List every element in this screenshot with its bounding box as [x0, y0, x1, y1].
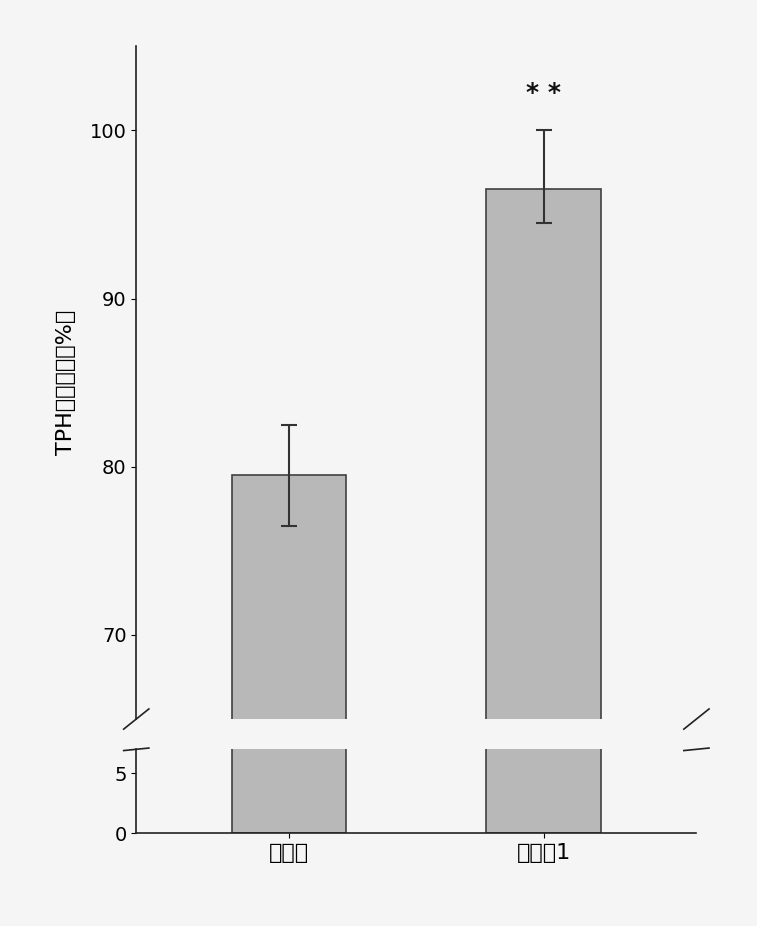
Bar — [232, 475, 346, 926]
Bar — [232, 0, 346, 833]
Bar — [486, 0, 601, 833]
Y-axis label: TPH去除效率（%）: TPH去除效率（%） — [56, 310, 76, 456]
Text: * *: * * — [526, 81, 561, 106]
Bar — [486, 189, 601, 926]
